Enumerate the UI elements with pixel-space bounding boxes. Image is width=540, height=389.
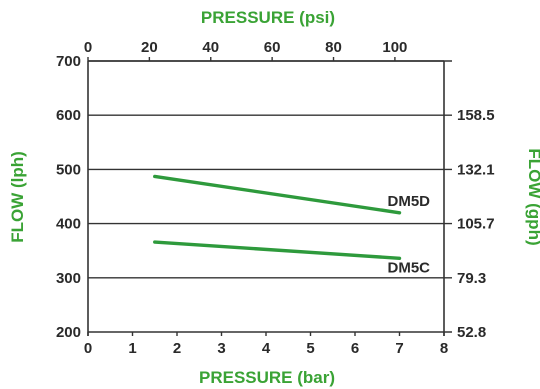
x-top-tick-label: 80 — [325, 39, 342, 56]
series-line-dm5c — [153, 240, 402, 260]
series-label-dm5c: DM5C — [388, 259, 431, 276]
x-bottom-tick-label: 0 — [84, 340, 92, 357]
x-top-axis-title: PRESSURE (psi) — [201, 8, 335, 27]
y-left-tick-label: 300 — [56, 270, 81, 287]
x-top-tick-label: 0 — [84, 39, 92, 56]
y-left-axis-title: FLOW (lph) — [8, 151, 27, 243]
y-left-tick-label: 200 — [56, 324, 81, 341]
y-left-tick-label: 400 — [56, 216, 81, 233]
x-bottom-axis-title: PRESSURE (bar) — [199, 368, 335, 387]
plot-frame — [87, 57, 445, 336]
x-bottom-tick-label: 3 — [217, 340, 225, 357]
x-top-tick-label: 60 — [264, 39, 281, 56]
y-right-axis-title: FLOW (gph) — [525, 148, 540, 245]
y-right-tick-label: 79.3 — [457, 270, 486, 287]
x-top-tick-label: 40 — [202, 39, 219, 56]
tick-labels: 0 1 2 3 4 5 6 7 80 20 40 60 80 1002003004005006007005… — [56, 39, 495, 357]
x-bottom-tick-label: 4 — [262, 340, 271, 357]
series-label-dm5d: DM5D — [388, 193, 431, 210]
x-bottom-tick-label: 1 — [128, 340, 136, 357]
x-bottom-tick-label: 5 — [306, 340, 314, 357]
y-right-tick-label: 158.5 — [457, 107, 495, 124]
y-right-tick-label: 52.8 — [457, 324, 486, 341]
y-left-tick-label: 600 — [56, 107, 81, 124]
x-bottom-tick-label: 8 — [440, 340, 448, 357]
x-top-tick-label: 20 — [141, 39, 158, 56]
y-right-tick-label: 132.1 — [457, 161, 495, 178]
x-bottom-tick-label: 6 — [351, 340, 359, 357]
y-left-tick-label: 500 — [56, 161, 81, 178]
x-bottom-tick-label: 7 — [395, 340, 403, 357]
y-left-tick-label: 700 — [56, 53, 81, 70]
x-bottom-tick-label: 2 — [173, 340, 181, 357]
series-lines — [153, 174, 402, 260]
series-line-dm5d — [153, 174, 402, 215]
y-right-tick-label: 105.7 — [457, 216, 495, 233]
x-top-tick-label: 100 — [382, 39, 407, 56]
